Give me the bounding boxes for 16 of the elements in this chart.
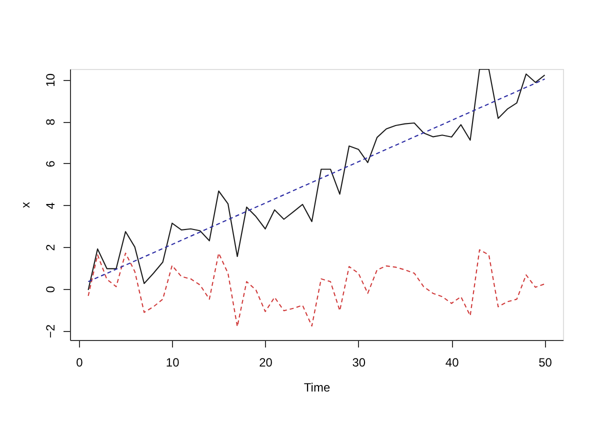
y-tick-label: 6 (44, 160, 58, 168)
y-tick-label: −2 (44, 324, 58, 338)
y-tick-label: 2 (44, 244, 58, 251)
y-tick-label: 10 (44, 73, 58, 87)
x-tick-label: 50 (538, 356, 552, 370)
y-tick-label: 8 (44, 118, 58, 126)
y-tick-label: 0 (44, 286, 58, 293)
y-axis-title: x (18, 202, 32, 208)
x-axis-title: Time (304, 380, 330, 394)
x-tick-label: 30 (352, 356, 366, 370)
x-tick-label: 40 (445, 356, 460, 370)
x-tick-label: 0 (76, 356, 84, 370)
x-tick-label: 20 (259, 356, 273, 370)
line-series (88, 249, 546, 328)
y-tick-label: 4 (44, 202, 58, 210)
x-tick-label: 10 (166, 356, 180, 370)
